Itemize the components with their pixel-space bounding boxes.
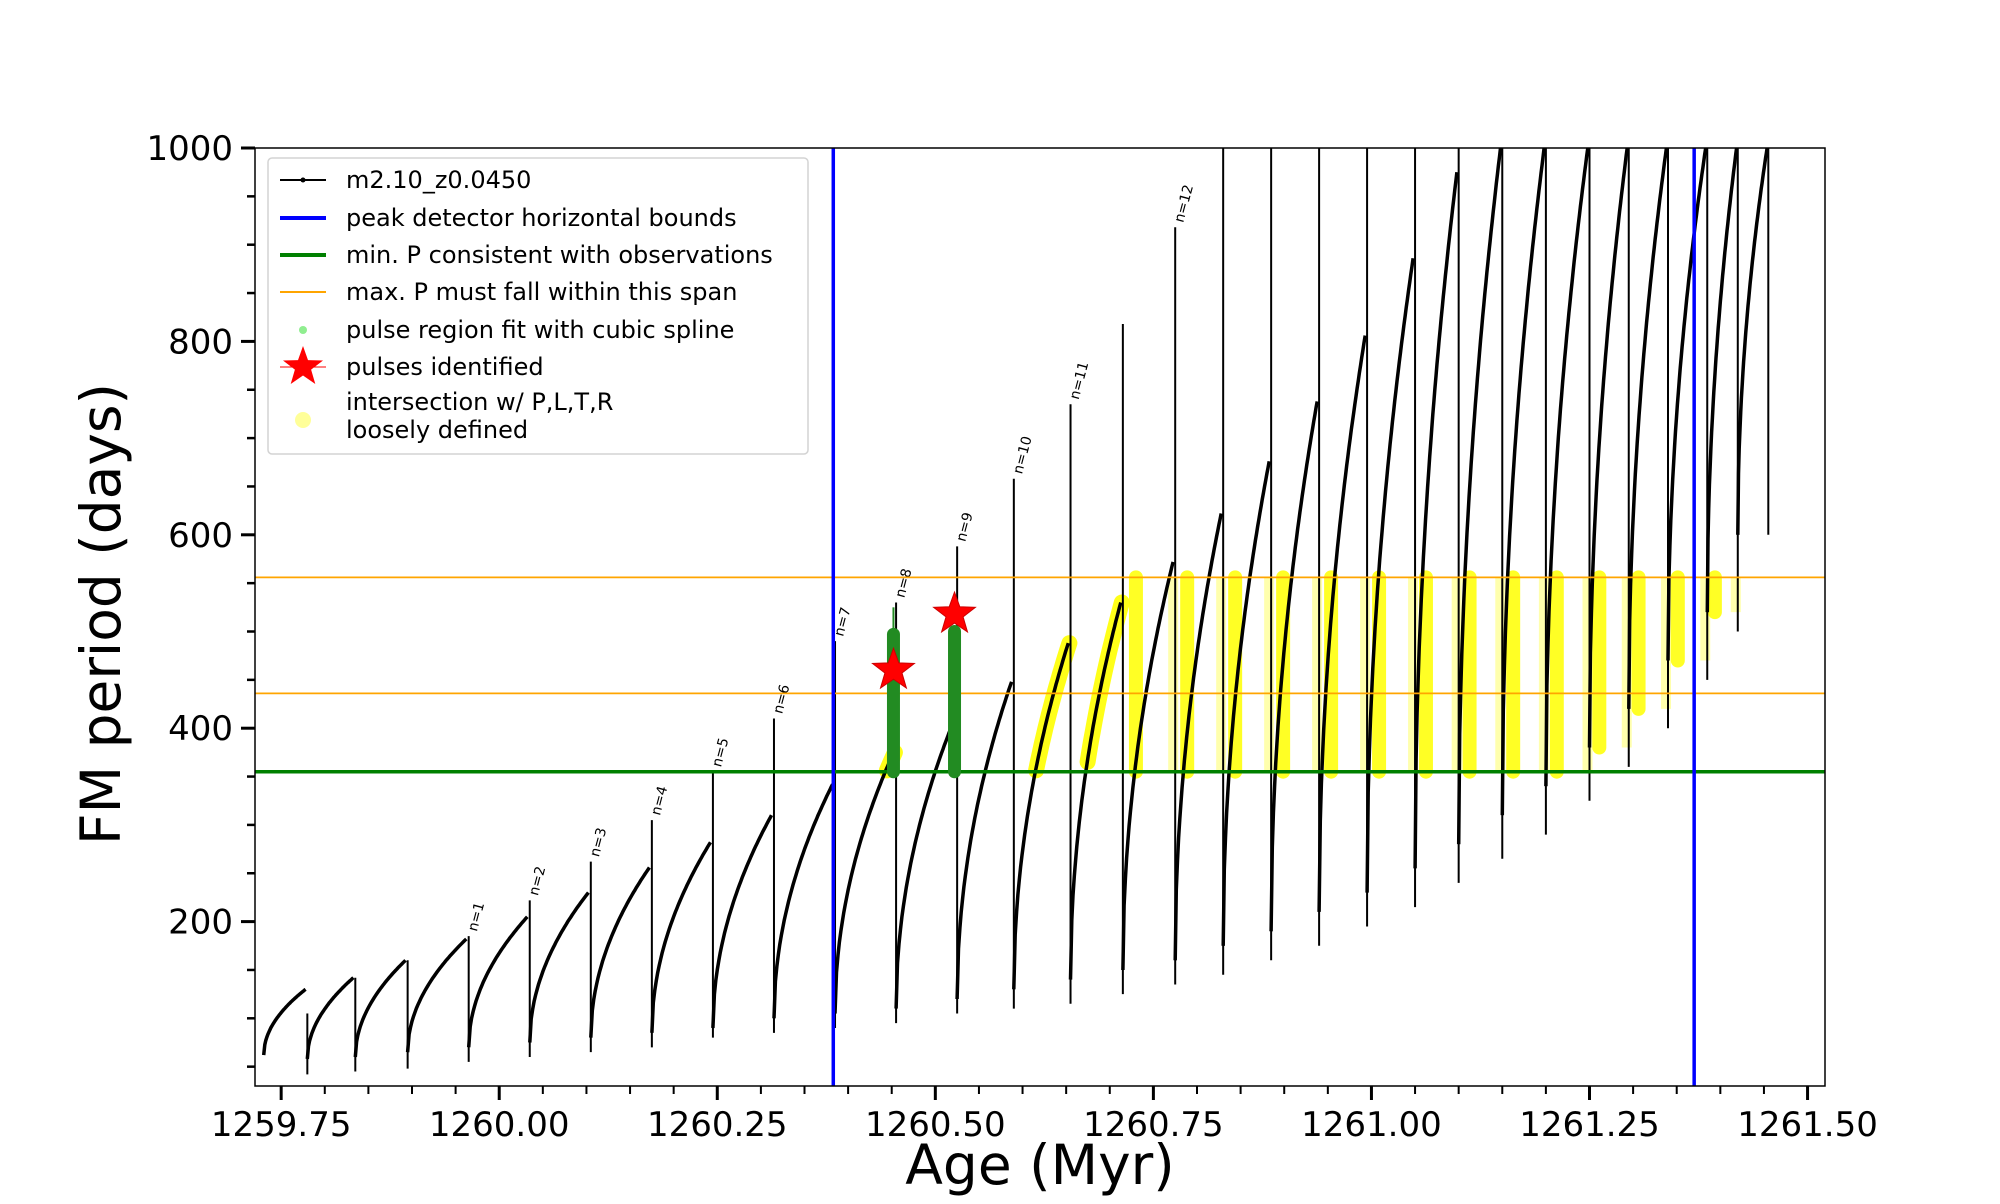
track-segment-4 xyxy=(466,915,529,1048)
x-tick-label-5: 1261.00 xyxy=(1301,1105,1442,1145)
x-tick-label-2: 1260.25 xyxy=(647,1105,788,1145)
legend-label-0: m2.10_z0.0450 xyxy=(346,166,531,194)
y-tick-label-0: 200 xyxy=(168,903,233,943)
pulse-label-5: n=3 xyxy=(587,826,610,859)
legend-label-line2-6: loosely defined xyxy=(346,416,528,444)
y-tick-label-2: 600 xyxy=(168,516,233,556)
track-segment-2 xyxy=(353,959,407,1058)
track-segment-10 xyxy=(833,751,896,1014)
track-segment-17 xyxy=(1221,460,1271,946)
track-segment-7 xyxy=(650,841,712,1033)
track-segment-0 xyxy=(261,987,307,1056)
legend-marker-5 xyxy=(283,346,323,384)
track-segment-23 xyxy=(1500,148,1546,816)
track-segment-9 xyxy=(772,783,835,1019)
track-segment-20 xyxy=(1365,257,1415,893)
pulse-identified-star-0 xyxy=(871,646,916,690)
pulse-identified-star-1 xyxy=(932,590,977,634)
track-segment-29 xyxy=(1736,148,1769,535)
x-tick-label-1: 1260.00 xyxy=(429,1105,570,1145)
legend-label-6: intersection w/ P,L,T,R xyxy=(346,388,613,416)
pulse-label-8: n=6 xyxy=(770,683,793,716)
legend-box xyxy=(267,157,809,455)
x-tick-label-3: 1260.50 xyxy=(865,1105,1006,1145)
y-tick-label-3: 800 xyxy=(168,322,233,362)
y-tick-label-4: 1000 xyxy=(146,129,233,169)
track-segment-5 xyxy=(528,891,590,1043)
track-segment-18 xyxy=(1269,401,1319,932)
track-segment-19 xyxy=(1317,335,1367,912)
plot-content: n=1n=2n=3n=4n=5n=6n=7n=8n=9n=10n=11n=12 xyxy=(255,148,1825,1086)
track-segment-6 xyxy=(589,866,651,1038)
legend-label-5: pulses identified xyxy=(346,353,544,381)
track-segment-24 xyxy=(1544,148,1590,787)
pulse-label-4: n=2 xyxy=(526,865,549,898)
track-segment-8 xyxy=(711,814,774,1029)
track-segment-11 xyxy=(894,717,957,1009)
track-segment-27 xyxy=(1666,148,1708,661)
legend-marker-dot-0 xyxy=(300,177,306,183)
track-segment-12 xyxy=(955,681,1014,1000)
x-axis-title: Age (Myr) xyxy=(905,1133,1174,1197)
track-segment-25 xyxy=(1587,148,1629,748)
legend-marker-6 xyxy=(295,412,311,428)
x-tick-label-0: 1259.75 xyxy=(211,1105,352,1145)
track-segment-13 xyxy=(1012,642,1070,990)
legend-label-3: max. P must fall within this span xyxy=(346,278,737,306)
axis-ticks: 1259.75 1260.00 1260.25 1260.50 1260.75 1261.… xyxy=(146,129,1877,1145)
legend-marker-4 xyxy=(299,326,307,334)
legend-label-1: peak detector horizontal bounds xyxy=(346,204,737,232)
track-segment-15 xyxy=(1121,561,1175,971)
y-tick-label-1: 400 xyxy=(168,709,233,749)
x-tick-label-4: 1260.75 xyxy=(1083,1105,1224,1145)
track-segment-21 xyxy=(1413,172,1459,869)
track-segment-22 xyxy=(1456,148,1503,845)
legend-label-4: pulse region fit with cubic spline xyxy=(346,316,734,344)
x-tick-label-7: 1261.50 xyxy=(1737,1105,1878,1145)
track-segment-28 xyxy=(1705,148,1739,613)
track-segment-26 xyxy=(1627,148,1669,709)
pulse-label-6: n=4 xyxy=(648,784,671,817)
legend-label-2: min. P consistent with observations xyxy=(346,241,773,269)
pulse-label-11: n=9 xyxy=(954,511,977,544)
pulse-label-10: n=8 xyxy=(892,567,915,600)
pulse-label-7: n=5 xyxy=(709,736,732,769)
track-segment-1 xyxy=(305,976,355,1060)
track-segment-16 xyxy=(1173,513,1223,961)
y-axis-title: FM period (days) xyxy=(69,383,133,845)
x-tick-label-6: 1261.25 xyxy=(1519,1105,1660,1145)
pulse-label-3: n=1 xyxy=(465,900,488,933)
track-segment-3 xyxy=(405,937,468,1053)
pulse-label-9: n=7 xyxy=(831,606,854,639)
axes-frame xyxy=(254,147,1826,1087)
track-segment-14 xyxy=(1068,602,1123,980)
plot-area: n=1n=2n=3n=4n=5n=6n=7n=8n=9n=10n=11n=12 xyxy=(255,148,1825,1086)
